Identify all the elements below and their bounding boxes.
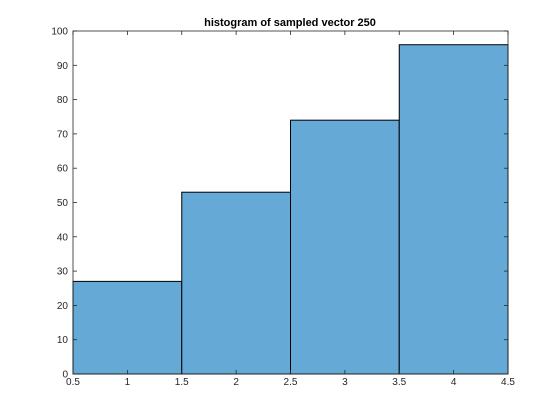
histogram-bar [181,191,291,375]
y-tick-label: 0 [62,370,68,381]
y-tick-label: 40 [57,232,69,243]
x-axis-ticks: 0.5 1 1.5 2 2.5 3 3.5 4 4.5 [66,31,515,388]
x-tick-label: 4 [451,377,457,388]
chart-title: histogram of sampled vector 250 [204,17,376,29]
y-tick-label: 100 [51,27,68,38]
histogram-bar [72,280,183,375]
x-tick-label: 2 [233,377,239,388]
y-tick-label: 20 [57,301,69,312]
x-tick-label: 4.5 [501,377,515,388]
y-tick-label: 50 [57,198,69,209]
y-tick-label: 90 [57,61,69,72]
x-tick-label: 1 [125,377,131,388]
histogram-bar [290,119,400,375]
histogram-bar [398,44,509,375]
y-tick-label: 70 [57,129,69,140]
bars-group [72,44,509,375]
x-tick-label: 2.5 [284,377,298,388]
y-axis-ticks: 0 10 20 30 40 50 60 70 80 90 100 [51,27,508,381]
x-tick-label: 1.5 [175,377,189,388]
x-tick-label: 0.5 [66,377,80,388]
y-tick-label: 80 [57,95,69,106]
y-tick-label: 10 [57,335,69,346]
y-tick-label: 60 [57,164,69,175]
x-tick-label: 3.5 [392,377,406,388]
x-tick-label: 3 [342,377,348,388]
y-tick-label: 30 [57,267,69,278]
